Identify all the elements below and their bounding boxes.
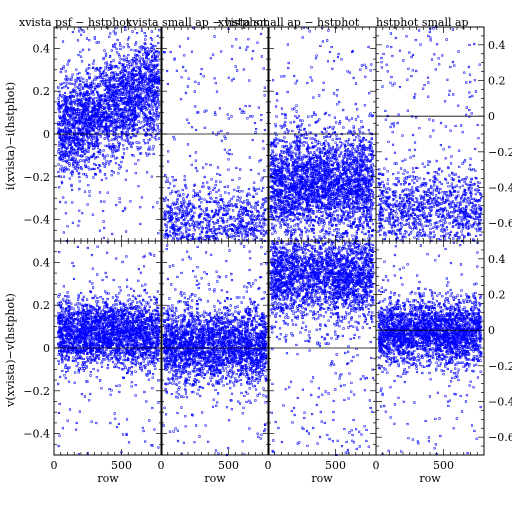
right-y-tick-label: −0.4 [488,182,512,195]
x-tick-label: 0 [265,459,272,472]
x-axis-label-4: row [419,472,441,485]
y-tick-label: 0.2 [33,299,51,312]
point-cloud-v-4 [377,241,483,456]
tick-labels: −0.4 −0.2 0 0.2 0.4 0.4 0.2 0 −0.2 −0.4 −0.6 −0.4 −0… [23,39,512,472]
panel-points-v-2 [162,240,268,456]
right-y-tick-label: 0 [488,324,495,337]
x-axis-label-1: row [97,472,119,485]
panel-points-v-1 [57,240,161,456]
panel-points-v-3 [269,240,375,456]
y-tick-label: −0.2 [23,385,50,398]
panel-points-v-4 [377,241,483,456]
x-tick-label: 500 [111,459,132,472]
y-tick-label: 0.2 [33,85,51,98]
right-y-tick-label: 0.2 [488,75,506,88]
y-tick-label: −0.4 [23,428,50,441]
panel-title-3: xvista small ap − hstphot [218,16,360,29]
point-cloud-v-2 [162,240,268,456]
point-cloud-v-1 [57,240,161,456]
panel-points-i-2 [162,26,268,242]
y-tick-label: 0 [43,342,50,355]
y-tick-label: 0 [43,128,50,141]
x-axis-label-3: row [311,472,333,485]
right-y-tick-label: −0.2 [488,146,512,159]
point-cloud-i-1 [57,26,161,239]
scatter-points [57,26,483,456]
x-tick-label: 500 [433,459,454,472]
right-y-tick-label: 0.4 [488,39,506,52]
panel-points-i-3 [269,26,375,242]
x-axis-label-2: row [204,472,226,485]
panel-title-2: xvista small ap − hstphot [126,16,268,29]
point-cloud-i-3 [269,26,375,242]
right-y-tick-label: 0.4 [488,253,506,266]
x-tick-label: 0 [51,459,58,472]
y-tick-label: −0.2 [23,171,50,184]
tick-marks [53,26,485,456]
x-tick-label: 500 [325,459,346,472]
right-y-tick-label: −0.6 [488,431,512,444]
point-cloud-v-3 [269,240,375,456]
panel-title-4: hstphot small ap [376,16,469,29]
y-axis-label-top: i(xvista)−i(hstphot) [4,82,17,190]
panel-points-i-4 [377,26,483,243]
y-tick-label: 0.4 [33,256,51,269]
right-y-tick-label: −0.6 [488,217,512,230]
right-y-tick-label: −0.4 [488,396,512,409]
panel-title-1: xvista psf − hstphot [19,16,131,29]
y-tick-label: 0.4 [33,42,51,55]
y-tick-label: −0.4 [23,214,50,227]
right-y-tick-label: 0 [488,110,495,123]
point-cloud-i-2 [162,26,268,242]
x-tick-label: 0 [158,459,165,472]
panel-titles: xvista psf − hstphot xvista small ap − h… [19,16,469,29]
zero-lines [54,115,484,349]
right-y-tick-label: 0.2 [488,289,506,302]
panel-points-i-1 [57,26,161,239]
right-y-tick-label: −0.2 [488,360,512,373]
x-tick-label: 500 [218,459,239,472]
point-cloud-i-4 [377,26,483,243]
y-axis-label-bottom: v(xvista)−v(hstphot) [4,293,17,408]
x-tick-label: 0 [373,459,380,472]
